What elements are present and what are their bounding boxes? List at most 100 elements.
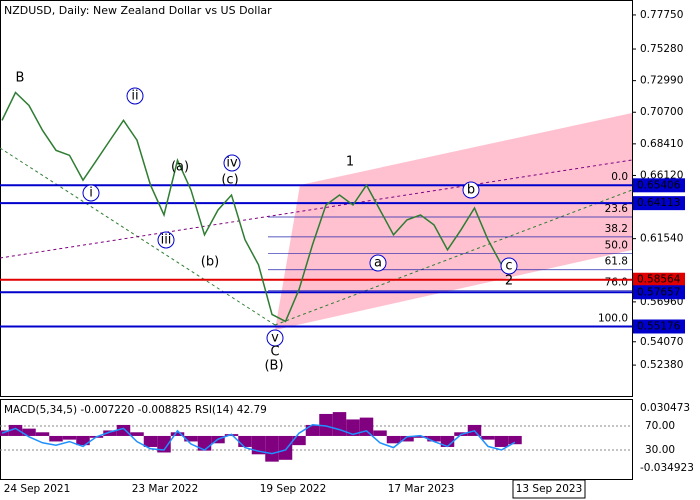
wave-label: (B) [264, 359, 283, 374]
macd-bar [0, 430, 9, 436]
date-box [512, 479, 586, 499]
level-label: 0.64113 [637, 197, 680, 209]
y-tick-label: 0.61540 [640, 233, 683, 245]
fib-label: 0.0 [611, 171, 628, 183]
macd-bar [116, 424, 131, 436]
macd-bar [35, 432, 50, 436]
y-tick-label: 0.52380 [640, 359, 683, 371]
x-tick-label: 24 Sep 2021 [4, 483, 71, 495]
wave-label: v [271, 331, 279, 346]
macd-bar [440, 435, 455, 447]
macd-bar [386, 435, 401, 444]
macd-bar [359, 417, 374, 436]
wave-label: (c) [221, 173, 238, 188]
wave-label: C [270, 345, 279, 360]
wave-circle [157, 231, 175, 249]
macd-bar [305, 424, 320, 436]
level-label: 0.57657 [637, 286, 680, 298]
wave-circle [82, 184, 100, 202]
channel [275, 113, 632, 330]
macd-bar [22, 428, 36, 436]
wave-circle [126, 87, 144, 105]
level-box [633, 272, 685, 287]
wave-label: a [374, 256, 382, 271]
y-tick-label: 0.70700 [640, 106, 683, 118]
x-tick-label: 19 Sep 2022 [260, 483, 327, 495]
fib-label: 38.2 [605, 223, 628, 235]
level-label: 0.55176 [637, 320, 681, 332]
macd-bar [292, 435, 306, 446]
y-tick-label: 0.72990 [640, 75, 683, 87]
macd-bar [278, 435, 293, 460]
fib-label: 50.0 [605, 240, 628, 252]
macd-bar [427, 435, 441, 442]
wave-label: iv [226, 156, 238, 171]
macd-bar [184, 435, 198, 442]
macd-bar [130, 432, 144, 436]
main-frame [0, 0, 633, 397]
macd-bar [103, 430, 117, 436]
macd-bar [481, 435, 495, 440]
wave-label: b [467, 183, 475, 198]
y-tick-label: 0.75280 [640, 43, 683, 55]
macd-bar [319, 413, 333, 436]
macd-bar [143, 435, 158, 447]
chart-title: NZDUSD, Daily: New Zealand Dollar vs US … [4, 4, 272, 17]
level-box [633, 196, 685, 211]
wave-label: 1 [346, 155, 354, 170]
y-tick-label: 0.54070 [640, 336, 683, 348]
x-tick-label: 13 Sep 2023 [516, 483, 583, 495]
macd-bar [49, 435, 63, 442]
fib-label: 61.8 [605, 256, 628, 268]
x-tick-label: 23 Mar 2022 [132, 483, 199, 495]
wave-circle [223, 154, 241, 172]
level-box [633, 178, 685, 193]
level-label: 0.58564 [637, 274, 681, 286]
macd-bar [400, 435, 414, 442]
macd-bar [508, 435, 522, 445]
wave-circle [369, 254, 387, 272]
macd-bar [332, 412, 347, 436]
indicator-title: MACD(5,34,5) -0.007220 -0.008825 RSI(14)… [4, 404, 267, 416]
macd-bar [8, 424, 23, 436]
wave-circle [500, 257, 518, 275]
wave-label: c [505, 259, 512, 274]
y2-tick-label: 70.00 [645, 420, 675, 432]
wave-label: B [16, 71, 25, 86]
wave-circle [462, 181, 480, 199]
y-tick-label: 0.77750 [640, 9, 683, 21]
y-tick-label: -0.034923 [640, 462, 694, 474]
fib-label: 76.0 [605, 277, 628, 289]
macd-bar [170, 432, 185, 436]
macd-bar [238, 435, 252, 447]
level-label: 0.65406 [637, 179, 681, 191]
level-box [633, 319, 685, 334]
wave-circle [266, 329, 284, 347]
rsi-line [1, 424, 516, 455]
wave-label: ii [131, 89, 138, 104]
macd-bar [346, 419, 360, 436]
wave-label: 2 [505, 274, 513, 289]
price-line [1, 91, 516, 323]
macd-bar [494, 435, 509, 447]
macd-bar [62, 435, 77, 440]
trend [274, 189, 633, 326]
x-tick-label: 17 Mar 2023 [388, 483, 455, 495]
wave-label: i [89, 186, 93, 201]
fib-label: 23.6 [605, 203, 629, 215]
wave-label: iii [161, 233, 172, 248]
y-tick-label: 0.030473 [640, 402, 690, 414]
macd-bar [413, 435, 428, 438]
trend [0, 159, 633, 259]
fib-label: 100.0 [598, 312, 628, 324]
level-box [633, 285, 685, 300]
macd-bar [373, 430, 387, 436]
wave-label: (b) [201, 255, 219, 270]
macd-bar [76, 435, 90, 446]
macd-bar [157, 435, 171, 453]
wave-label: (a) [171, 160, 189, 175]
y-tick-label: 0.68410 [640, 138, 683, 150]
y2-tick-label: 30.00 [645, 444, 675, 456]
macd-bar [265, 435, 279, 462]
